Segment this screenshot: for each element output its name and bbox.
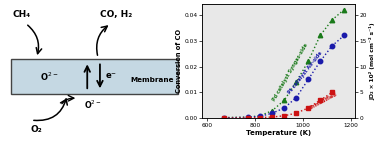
Text: Membrane: Membrane (130, 77, 174, 83)
Text: Pd catalyst Syngas-side: Pd catalyst Syngas-side (272, 42, 309, 102)
X-axis label: Temperature (K): Temperature (K) (246, 130, 311, 136)
Text: e$^{-}$: e$^{-}$ (105, 72, 118, 81)
Text: O$^{2-}$: O$^{2-}$ (84, 98, 102, 111)
Text: O$^{2-}$: O$^{2-}$ (40, 70, 58, 82)
FancyBboxPatch shape (11, 59, 178, 94)
Y-axis label: JO₂ × 10² (mol cm⁻² s⁻¹): JO₂ × 10² (mol cm⁻² s⁻¹) (370, 22, 376, 100)
Text: Pt catalyst Air-side: Pt catalyst Air-side (287, 50, 324, 95)
Text: CO, H₂: CO, H₂ (100, 10, 132, 19)
Text: O₂: O₂ (31, 125, 42, 135)
Y-axis label: Conversion of CO: Conversion of CO (176, 29, 182, 93)
Text: Unmodified: Unmodified (307, 91, 338, 111)
Text: CH₄: CH₄ (13, 10, 31, 19)
